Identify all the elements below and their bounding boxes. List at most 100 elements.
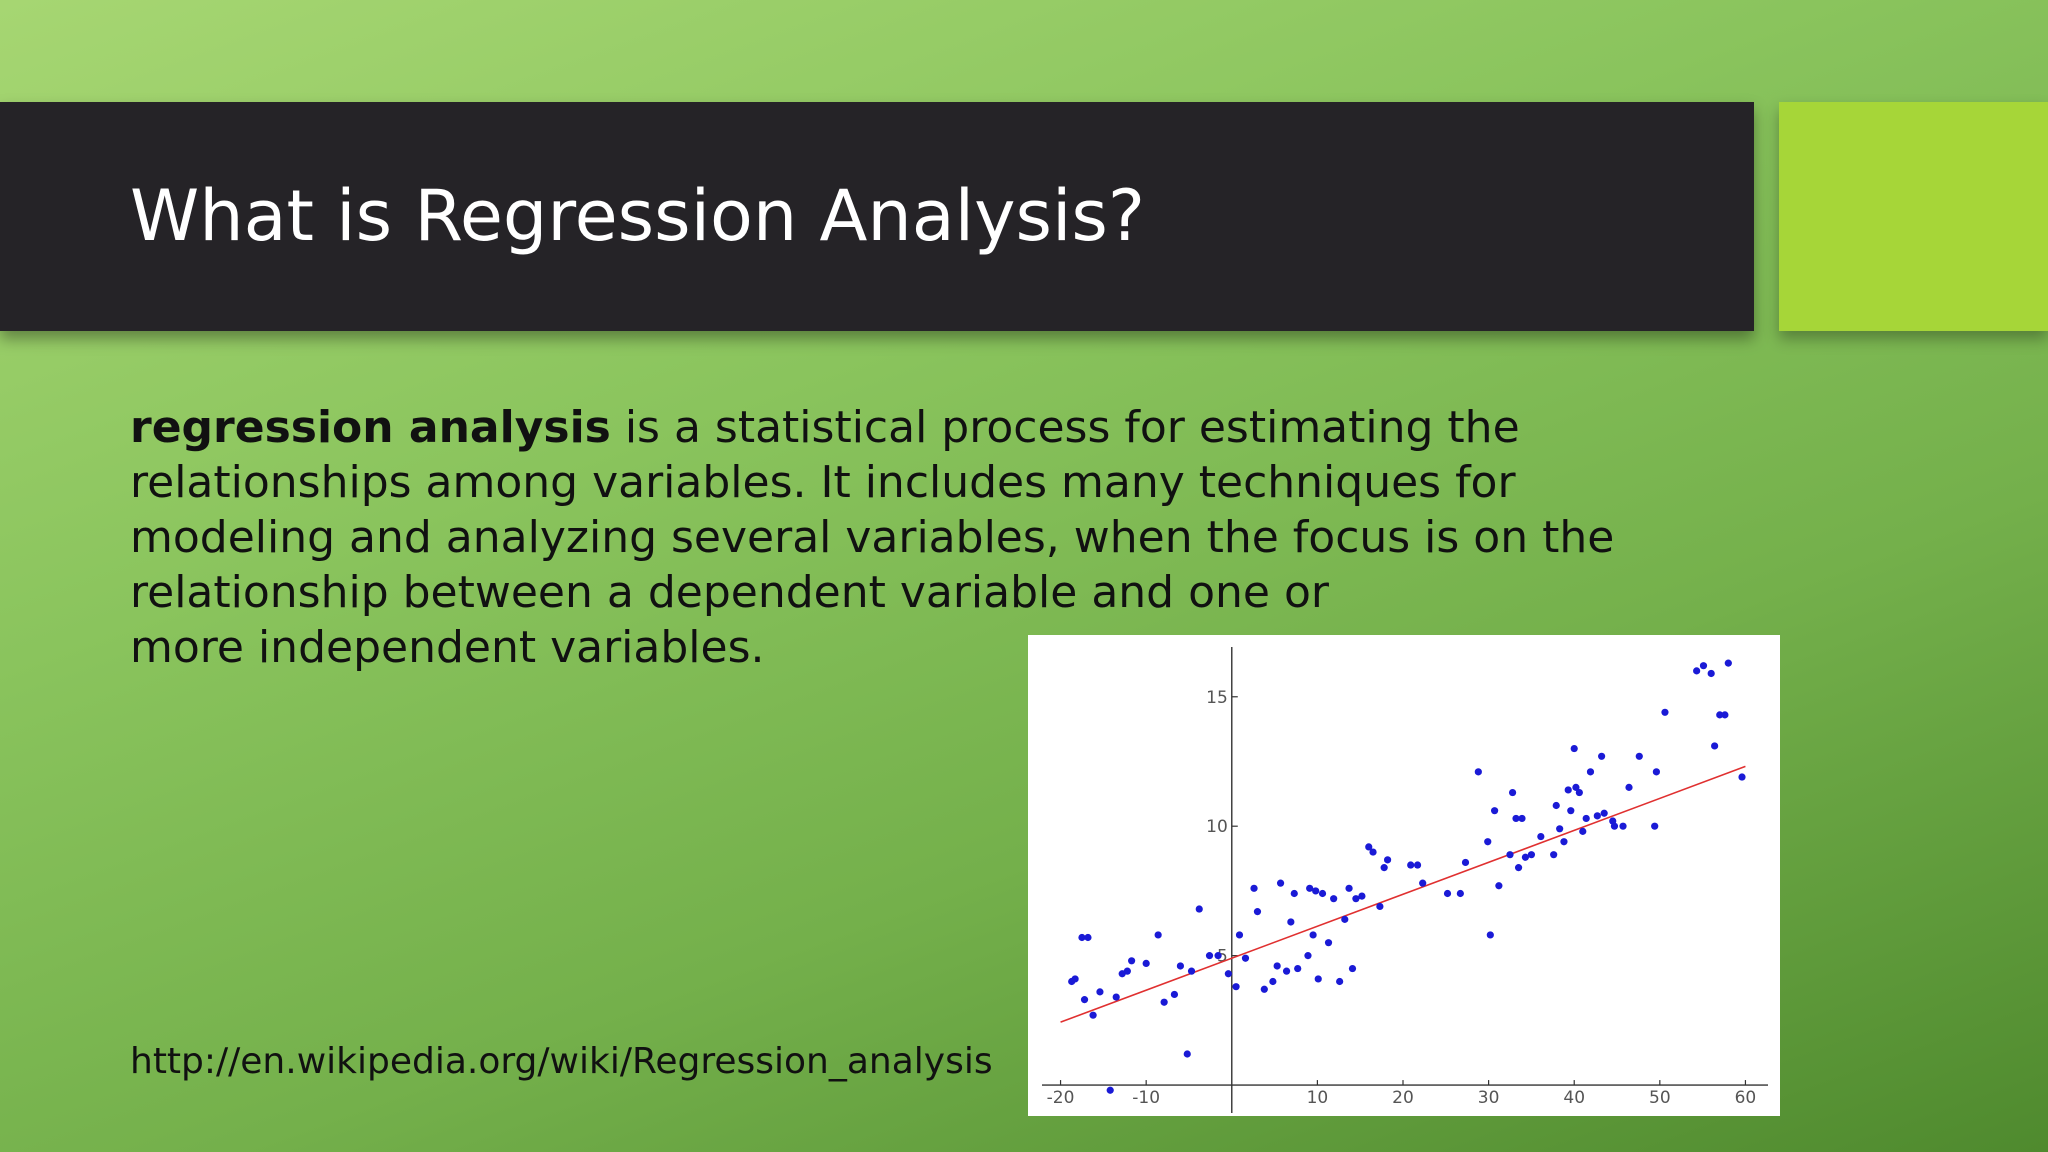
data-point (1318, 889, 1327, 898)
data-point (1352, 895, 1360, 903)
data-point (1269, 977, 1277, 986)
data-point (1582, 814, 1590, 823)
data-point (1598, 752, 1606, 760)
data-point (1078, 933, 1086, 942)
y-tick-label: 10 (1206, 817, 1228, 837)
data-point (1314, 975, 1322, 983)
data-point (1253, 908, 1262, 916)
data-point (1080, 996, 1089, 1004)
data-point (1128, 957, 1136, 965)
data-point (1486, 931, 1494, 939)
data-point (1376, 902, 1384, 911)
data-point (1512, 814, 1520, 823)
data-point (1579, 827, 1587, 835)
data-point (1214, 952, 1222, 960)
data-point (1693, 667, 1701, 675)
data-point (1707, 669, 1715, 678)
x-tick-label: 10 (1307, 1088, 1329, 1108)
data-point (1287, 918, 1295, 926)
data-point (1195, 905, 1203, 913)
data-point (1176, 962, 1185, 970)
data-point (1552, 801, 1560, 810)
data-point (1600, 809, 1608, 817)
body-line-2: relationships among variables. It includ… (130, 457, 1516, 508)
x-tick-label: -10 (1132, 1088, 1160, 1108)
data-point (1518, 814, 1526, 823)
data-point (1170, 990, 1179, 999)
data-point (1527, 851, 1536, 859)
data-point (1506, 851, 1514, 859)
data-point (1550, 851, 1558, 859)
data-point (1106, 1086, 1114, 1094)
data-point (1260, 985, 1268, 993)
data-point (1564, 786, 1572, 794)
data-point (1514, 864, 1523, 872)
x-tick-label: 20 (1392, 1088, 1414, 1108)
data-point (1567, 807, 1575, 815)
data-point (1369, 848, 1377, 856)
data-point (1250, 884, 1258, 892)
data-point (1294, 964, 1302, 973)
x-tick-label: 60 (1735, 1088, 1757, 1108)
data-point (1593, 812, 1601, 820)
data-point (1625, 783, 1633, 791)
data-point (1383, 856, 1392, 864)
data-point (1461, 858, 1470, 867)
data-point (1290, 889, 1298, 898)
data-point (1537, 832, 1545, 841)
body-line-3: modeling and analyzing several variables… (130, 512, 1615, 563)
source-url[interactable]: http://en.wikipedia.org/wiki/Regression_… (130, 1041, 993, 1082)
data-point (1716, 711, 1724, 719)
title-bar: What is Regression Analysis? (0, 102, 1754, 331)
data-point (1348, 964, 1357, 973)
data-point (1721, 711, 1729, 719)
scatter-chart: -20 -10 10 20 30 40 50 60 5 10 15 (1028, 635, 1780, 1116)
data-point (1651, 822, 1659, 830)
data-point (1443, 889, 1452, 898)
data-point (1419, 879, 1427, 887)
accent-square (1779, 102, 2048, 331)
data-point (1183, 1050, 1191, 1058)
y-tick-label: 5 (1217, 947, 1228, 967)
data-point (1345, 884, 1353, 892)
data-point (1491, 807, 1499, 815)
data-point (1474, 768, 1482, 776)
data-point (1306, 884, 1314, 892)
data-point (1456, 889, 1464, 898)
body-line-1-rest: is a statistical process for estimating … (610, 402, 1520, 453)
data-point (1160, 998, 1168, 1006)
regression-line (1060, 765, 1746, 1023)
data-point (1187, 967, 1196, 975)
data-point (1330, 895, 1338, 903)
data-point (1413, 861, 1422, 869)
data-point (1224, 970, 1232, 978)
data-point (1699, 662, 1708, 670)
x-tick-label: 30 (1478, 1088, 1500, 1108)
data-point (1312, 887, 1320, 895)
data-point (1711, 742, 1719, 750)
data-point (1324, 939, 1333, 947)
data-point (1738, 773, 1746, 781)
body-line-1: regression analysis is a statistical pro… (130, 400, 1750, 455)
data-point (1610, 822, 1619, 830)
data-point (1123, 967, 1131, 975)
body-line-5: more independent variables. (130, 622, 765, 673)
data-point (1724, 659, 1732, 667)
data-point (1661, 708, 1669, 716)
x-tick-label: -20 (1047, 1088, 1075, 1108)
data-point (1071, 975, 1079, 983)
data-point (1407, 861, 1415, 869)
data-point (1560, 838, 1568, 846)
data-point (1205, 952, 1214, 960)
body-bold-term: regression analysis (130, 402, 611, 453)
body-line-4: relationship between a dependent variabl… (130, 567, 1329, 618)
data-point (1142, 959, 1150, 967)
data-point (1635, 752, 1643, 760)
data-point (1570, 744, 1578, 753)
scatter-chart-svg: -20 -10 10 20 30 40 50 60 5 10 15 (1042, 647, 1768, 1113)
data-point (1572, 783, 1580, 791)
data-point (1235, 931, 1244, 939)
data-point (1380, 864, 1388, 872)
x-tick-label: 40 (1563, 1088, 1585, 1108)
data-point (1241, 954, 1250, 962)
